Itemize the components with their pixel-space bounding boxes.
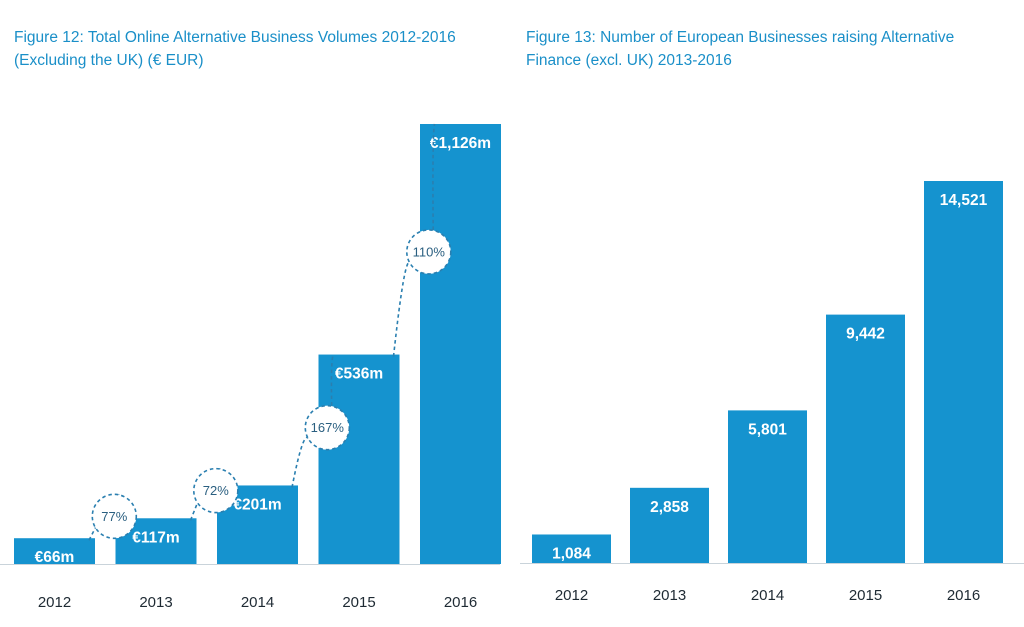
data-label-2014: 5,801 — [748, 421, 787, 438]
growth-label: 77% — [101, 509, 127, 524]
data-label-2012: €66m — [35, 549, 75, 566]
bar-2012 — [532, 534, 611, 563]
tick-label-2014: 2014 — [751, 587, 784, 604]
figure-12-plot: €66m 2012 €117m 2013 €201m 2014 €536m 2015 €1,12… — [0, 123, 501, 611]
growth-connector — [291, 436, 310, 488]
tick-label-2012: 2012 — [38, 594, 71, 611]
data-label-2016: €1,126m — [430, 135, 491, 152]
tick-label-2014: 2014 — [241, 594, 274, 611]
tick-label-2013: 2013 — [653, 587, 686, 604]
growth-label: 72% — [203, 483, 229, 498]
figure-13-plot: 1,084 2012 2,858 2013 5,801 2014 9,442 2015 14,5… — [520, 181, 1024, 604]
figure-12: Figure 12: Total Online Alternative Busi… — [0, 29, 501, 611]
tick-label-2016: 2016 — [947, 587, 980, 604]
data-label-2013: €117m — [132, 529, 179, 546]
data-label-2014: €201m — [233, 496, 281, 513]
data-label-2013: 2,858 — [650, 499, 689, 516]
growth-connector — [392, 261, 411, 357]
data-label-2015: 9,442 — [846, 326, 885, 343]
bar-2013 — [630, 487, 709, 563]
bar-2016 — [924, 181, 1003, 563]
bar-2016 — [420, 124, 501, 564]
figure-12-title: Figure 12: Total Online Alternative Busi… — [14, 29, 456, 69]
tick-label-2013: 2013 — [139, 594, 172, 611]
tick-label-2015: 2015 — [849, 587, 882, 604]
data-label-2016: 14,521 — [940, 192, 988, 209]
growth-label: 167% — [311, 420, 345, 435]
growth-ring — [405, 229, 452, 275]
tick-label-2016: 2016 — [444, 594, 477, 611]
bar-2012 — [14, 538, 95, 564]
data-label-2012: 1,084 — [552, 545, 591, 562]
growth-ring — [304, 404, 351, 451]
tick-label-2012: 2012 — [555, 587, 588, 604]
data-label-2015: €536m — [335, 366, 383, 383]
growth-connector — [330, 354, 334, 406]
growth-ring — [91, 493, 138, 540]
growth-ring — [192, 467, 239, 514]
bar-2015 — [826, 314, 905, 563]
growth-connector — [189, 498, 200, 521]
tick-label-2015: 2015 — [342, 594, 375, 611]
bar-2014 — [728, 410, 807, 563]
figure-13: Figure 13: Number of European Businesses… — [512, 0, 1024, 627]
growth-label: 110% — [413, 244, 446, 259]
figure-13-title: Figure 13: Number of European Businesses… — [526, 29, 955, 69]
